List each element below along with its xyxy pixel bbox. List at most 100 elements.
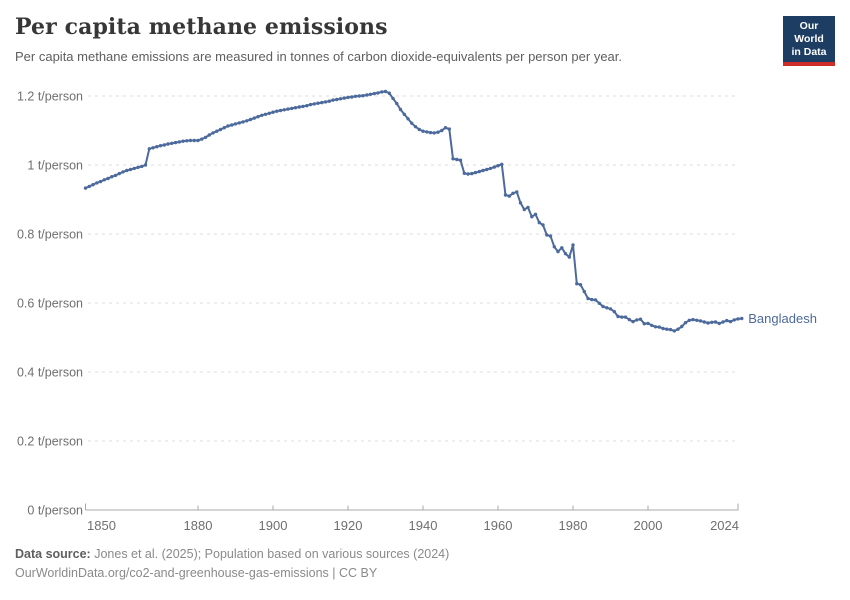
y-axis-tick-label: 0.8 t/person bbox=[17, 228, 83, 242]
y-axis-tick-label: 0 t/person bbox=[27, 504, 83, 518]
data-point-marker bbox=[665, 327, 669, 331]
y-axis-tick-label: 1 t/person bbox=[27, 159, 83, 173]
data-point-marker bbox=[241, 120, 245, 124]
license-line[interactable]: OurWorldinData.org/co2-and-greenhouse-ga… bbox=[15, 566, 378, 580]
x-axis-tick-label: 2024 bbox=[710, 518, 739, 533]
data-point-marker bbox=[245, 119, 249, 123]
data-point-marker bbox=[320, 100, 324, 105]
data-point-marker bbox=[680, 324, 684, 329]
owid-logo-line2: in Data bbox=[791, 46, 827, 59]
data-point-marker bbox=[372, 91, 376, 96]
data-point-marker bbox=[342, 96, 346, 100]
data-point-marker bbox=[301, 104, 305, 109]
data-point-marker bbox=[338, 97, 343, 101]
data-point-marker bbox=[616, 314, 620, 319]
data-point-marker bbox=[387, 91, 391, 95]
data-point-marker bbox=[323, 100, 328, 104]
data-point-marker bbox=[83, 186, 88, 190]
data-point-marker bbox=[515, 190, 519, 194]
data-point-marker bbox=[275, 109, 279, 113]
data-point-marker bbox=[646, 321, 650, 326]
data-point-marker bbox=[500, 162, 504, 166]
data-point-marker bbox=[267, 111, 271, 116]
data-point-marker bbox=[312, 102, 316, 106]
data-point-marker bbox=[571, 243, 575, 247]
data-point-marker bbox=[188, 138, 193, 143]
y-axis-tick-label: 0.4 t/person bbox=[17, 366, 83, 380]
data-point-marker bbox=[683, 321, 688, 325]
data-point-marker bbox=[537, 220, 541, 225]
data-point-marker bbox=[462, 171, 466, 175]
data-point-marker bbox=[316, 101, 320, 105]
data-point-marker bbox=[503, 193, 508, 197]
data-point-marker bbox=[413, 125, 418, 129]
data-point-marker bbox=[481, 168, 485, 173]
data-point-marker bbox=[233, 122, 238, 126]
data-point-marker bbox=[612, 309, 616, 314]
data-point-marker bbox=[158, 144, 163, 148]
data-point-marker bbox=[402, 112, 406, 117]
data-point-marker bbox=[451, 157, 455, 161]
data-point-marker bbox=[410, 121, 414, 126]
data-point-marker bbox=[196, 138, 200, 143]
data-point-marker bbox=[335, 97, 339, 102]
data-point-marker bbox=[477, 169, 481, 174]
data-point-marker bbox=[151, 146, 155, 150]
data-point-marker bbox=[353, 94, 358, 99]
data-point-marker bbox=[263, 112, 268, 117]
data-point-marker bbox=[631, 319, 635, 324]
bangladesh-line[interactable] bbox=[84, 90, 743, 332]
x-axis-tick-label: 1960 bbox=[484, 518, 513, 533]
data-point-marker bbox=[350, 95, 354, 99]
data-point-marker bbox=[530, 215, 534, 219]
data-point-marker bbox=[293, 106, 298, 110]
data-point-marker bbox=[282, 108, 286, 112]
data-point-marker bbox=[653, 325, 658, 329]
data-point-marker bbox=[106, 176, 110, 181]
data-point-marker bbox=[605, 306, 609, 310]
data-point-marker bbox=[740, 316, 744, 321]
series-label-bangladesh[interactable]: Bangladesh bbox=[748, 311, 817, 326]
data-point-marker bbox=[278, 108, 283, 113]
data-point-marker bbox=[290, 106, 294, 111]
data-point-marker bbox=[181, 139, 185, 143]
data-point-marker bbox=[728, 319, 733, 324]
data-point-marker bbox=[121, 170, 125, 174]
data-point-marker bbox=[458, 158, 463, 162]
data-point-marker bbox=[567, 255, 571, 259]
data-point-marker bbox=[421, 129, 425, 133]
data-point-marker bbox=[575, 282, 579, 286]
data-point-marker bbox=[162, 143, 166, 147]
data-source-text: Jones et al. (2025); Population based on… bbox=[90, 547, 450, 561]
data-point-marker bbox=[260, 113, 264, 118]
data-point-marker bbox=[383, 89, 388, 94]
data-point-marker bbox=[200, 137, 204, 141]
data-point-marker bbox=[706, 321, 710, 325]
data-point-marker bbox=[725, 318, 729, 323]
data-point-marker bbox=[620, 315, 624, 319]
data-point-marker bbox=[657, 325, 661, 329]
data-point-marker bbox=[447, 127, 451, 131]
data-point-marker bbox=[470, 171, 474, 176]
data-point-marker bbox=[560, 246, 564, 250]
x-axis-tick-label: 1880 bbox=[184, 518, 213, 533]
data-point-marker bbox=[365, 93, 369, 97]
data-point-marker bbox=[488, 166, 493, 171]
data-point-marker bbox=[98, 179, 103, 184]
data-point-marker bbox=[608, 307, 613, 311]
data-point-marker bbox=[522, 207, 526, 212]
data-point-marker bbox=[406, 117, 410, 121]
data-point-marker bbox=[533, 212, 538, 216]
data-point-marker bbox=[586, 296, 590, 301]
owid-logo[interactable]: Our World in Data bbox=[783, 16, 835, 67]
data-point-marker bbox=[593, 298, 598, 302]
data-point-marker bbox=[676, 327, 680, 331]
data-point-marker bbox=[455, 157, 459, 162]
data-point-marker bbox=[548, 234, 553, 238]
owid-logo-line1: Our World bbox=[794, 20, 824, 46]
data-point-marker bbox=[136, 165, 140, 170]
page-title: Per capita methane emissions bbox=[15, 14, 388, 40]
data-point-marker bbox=[346, 95, 350, 100]
data-point-marker bbox=[443, 126, 448, 130]
